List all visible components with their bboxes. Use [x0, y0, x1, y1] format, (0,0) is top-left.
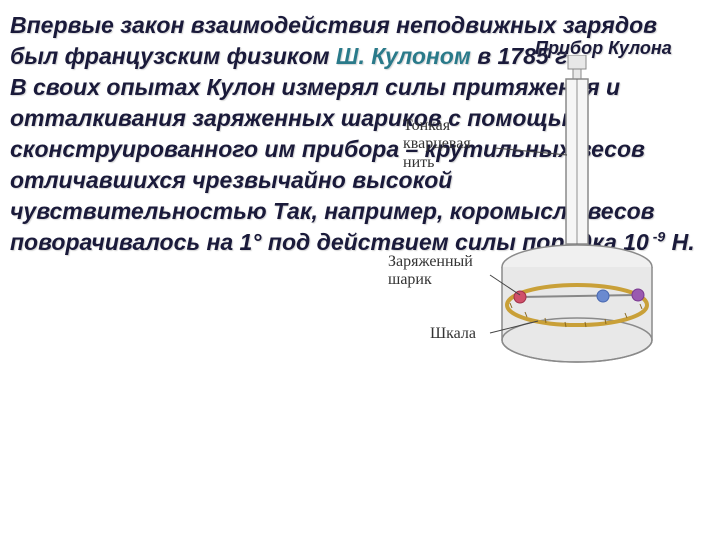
callout-ball: Заряженный шарик — [388, 253, 473, 290]
callout-thread-3: нить — [403, 154, 434, 171]
callout-thread: Тонкая кварцевая нить — [403, 117, 471, 172]
callout-thread-1: Тонкая — [403, 117, 450, 134]
callout-scale: Шкала — [430, 325, 476, 343]
callout-ball-2: шарик — [388, 271, 432, 288]
coulomb-device-diagram: Тонкая кварцевая нить Заряженный шарик Ш… — [390, 55, 710, 395]
callout-thread-2: кварцевая — [403, 135, 471, 152]
callout-ball-1: Заряженный — [388, 253, 473, 270]
